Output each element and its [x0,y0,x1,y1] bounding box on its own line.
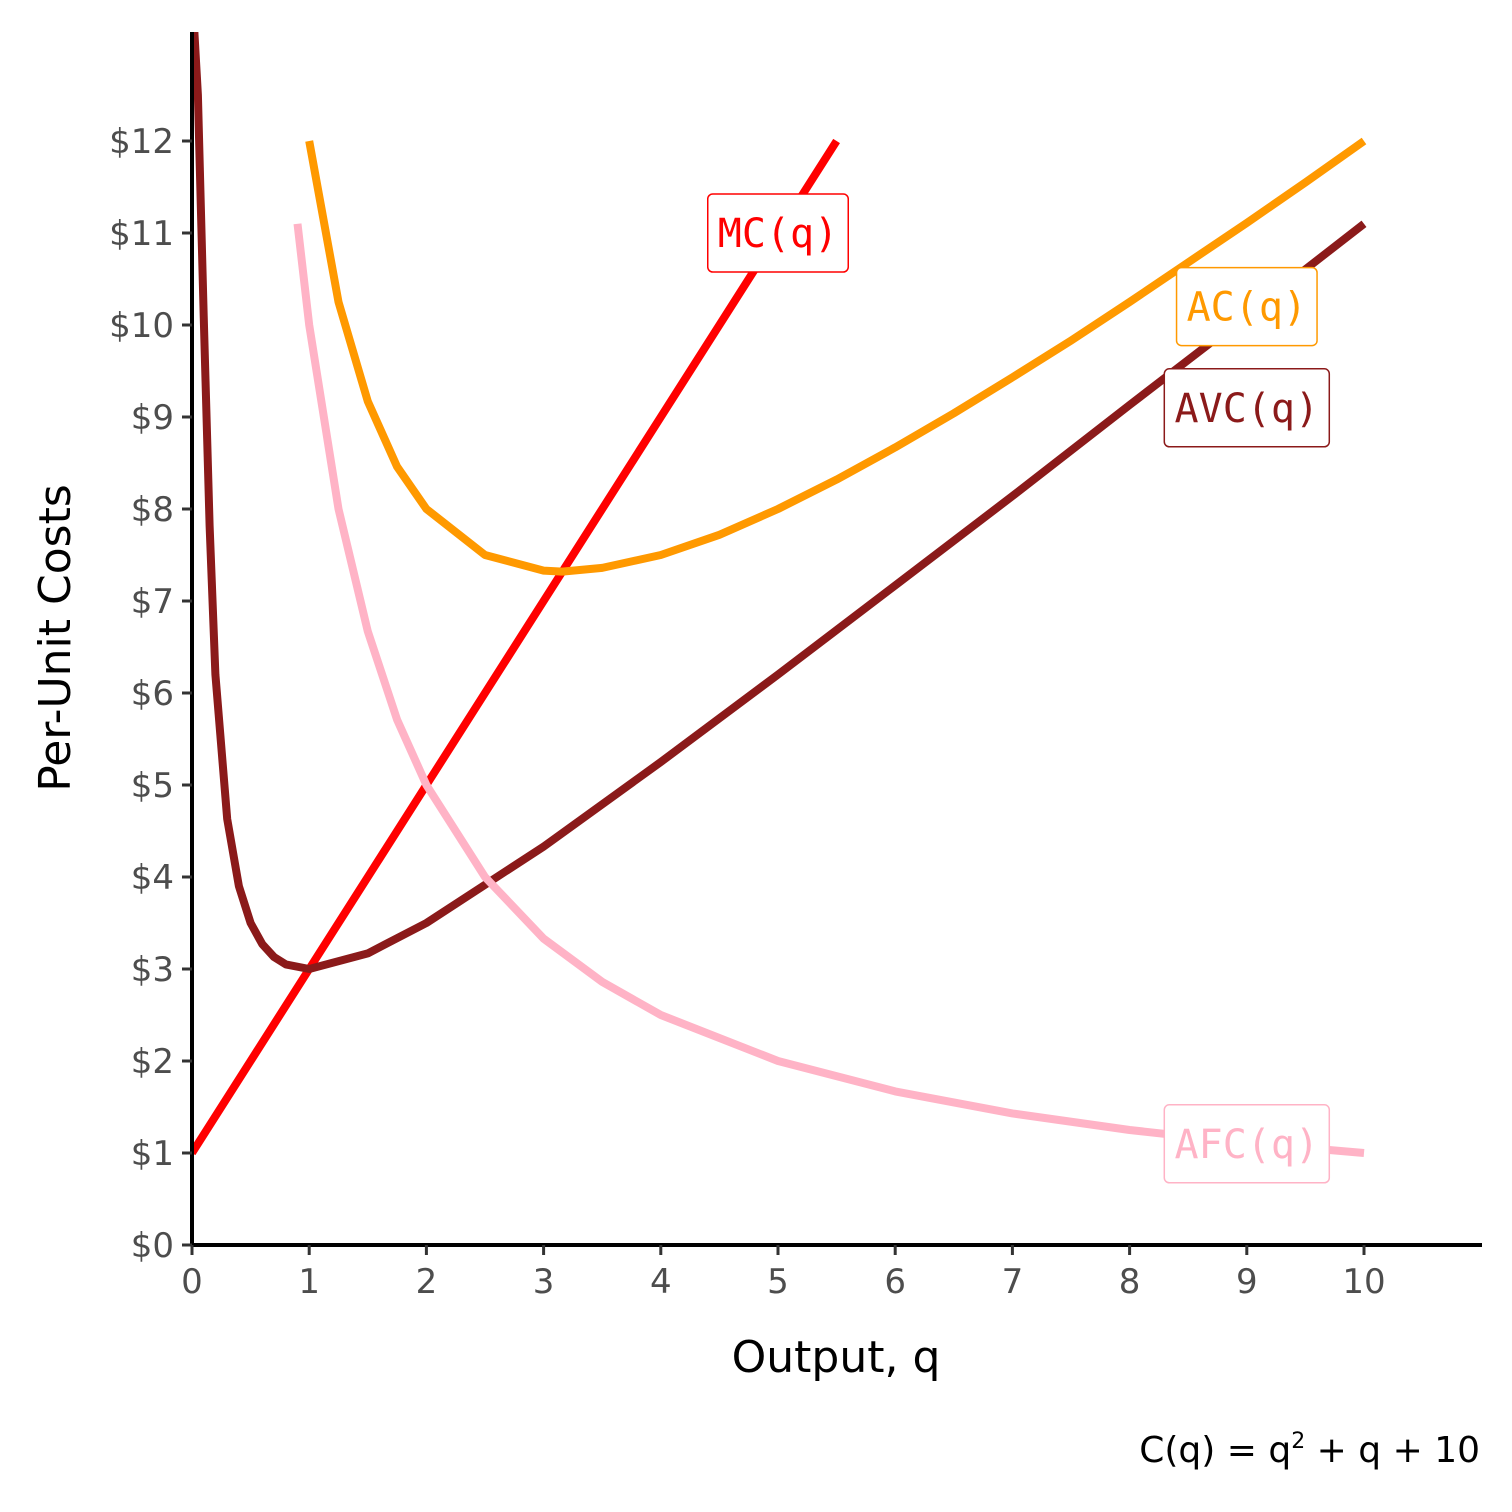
curves-layer [192,32,1367,1157]
x-tick-label: 0 [181,1262,203,1302]
y-tick-label: $6 [131,674,174,714]
curve-label-box [707,193,849,273]
curve-label-box [1163,1104,1331,1184]
curve-label-text: MC(q) [718,211,838,257]
afc-q-label: AFC(q) [1163,1104,1331,1184]
y-ticks: $0 $1 $2 $3 $4 $5 $6 $7 $8 $9 $10 $11 $12 [109,122,192,1266]
x-tick-label: 4 [650,1262,672,1302]
y-tick-label: $7 [131,582,174,622]
avc-q-curve [192,32,1367,973]
caption-tail: + q + 10 [1305,1430,1480,1471]
y-tick-label: $0 [131,1226,174,1266]
x-axis-title: Output, q [732,1332,941,1383]
y-tick-label: $5 [131,766,174,806]
x-tick-label: 10 [1342,1262,1385,1302]
y-tick-label: $1 [131,1134,174,1174]
x-tick-label: 8 [1119,1262,1141,1302]
y-tick-label: $11 [109,214,174,254]
caption-superscript: 2 [1291,1429,1305,1454]
afc-q-curve [293,223,1365,1157]
curve-labels: MC(q) AC(q) AVC(q) AFC(q) [707,193,1331,1184]
y-tick-label: $12 [109,122,174,162]
y-tick-label: $10 [109,306,174,346]
mc-q-label: MC(q) [707,193,849,273]
x-tick-label: 3 [533,1262,555,1302]
x-tick-label: 1 [298,1262,320,1302]
x-tick-label: 7 [1002,1262,1024,1302]
x-tick-label: 6 [884,1262,906,1302]
curve-label-box [1163,368,1331,448]
y-axis-title: Per-Unit Costs [30,484,81,791]
curve-label-text: AVC(q) [1175,386,1320,432]
mc-q-curve [192,138,840,1156]
avc-q-label: AVC(q) [1163,368,1331,448]
x-tick-label: 9 [1236,1262,1258,1302]
caption-base: C(q) = q [1139,1430,1291,1471]
y-tick-label: $4 [131,858,174,898]
curve-label-text: AC(q) [1187,285,1307,331]
y-tick-label: $3 [131,950,174,990]
x-tick-label: 5 [767,1262,789,1302]
cost-function-caption: C(q) = q2 + q + 10 [1139,1429,1480,1471]
x-tick-label: 2 [416,1262,438,1302]
curve-label-text: AFC(q) [1175,1122,1320,1168]
ac-q-curve [305,137,1367,576]
x-ticks: 0 1 2 3 4 5 6 7 8 9 10 [181,1245,1386,1302]
y-tick-label: $8 [131,490,174,530]
y-tick-label: $9 [131,398,174,438]
curve-label-box [1175,266,1318,347]
y-tick-label: $2 [131,1042,174,1082]
ac-q-label: AC(q) [1175,266,1318,347]
